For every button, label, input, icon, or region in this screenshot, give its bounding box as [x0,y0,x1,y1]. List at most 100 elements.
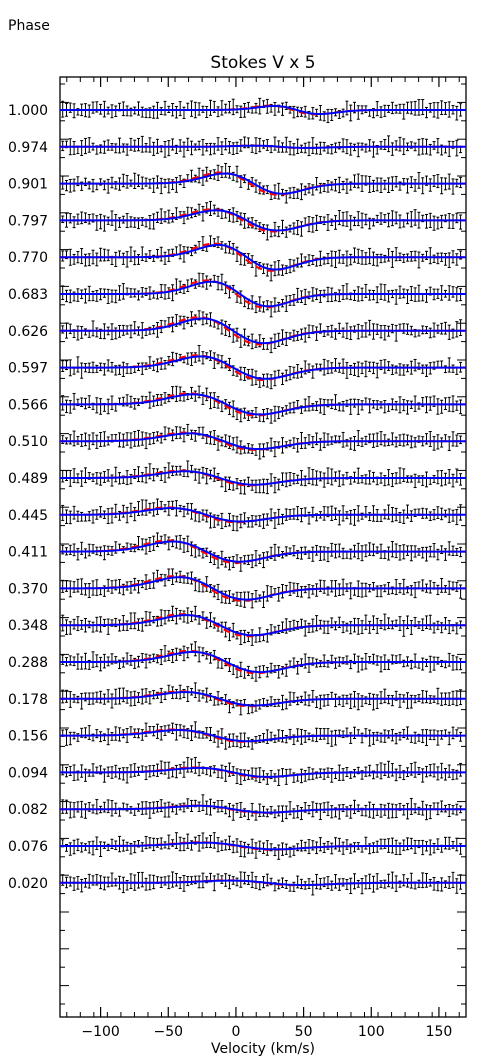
observed-point [303,475,307,487]
observed-point [72,178,76,192]
observed-point [402,468,406,482]
observed-point [284,508,288,521]
observed-point [375,253,379,267]
observed-point [406,323,410,335]
observed-point [197,385,201,399]
observed-point [102,215,106,232]
observed-point [114,327,118,340]
observed-point [61,395,65,411]
observed-point [72,505,76,520]
observed-point [148,463,152,480]
observed-point [379,212,383,225]
observed-point [136,137,140,152]
observed-point [383,179,387,190]
model-solid-line [60,209,466,232]
observed-point [239,290,243,304]
observed-point [231,98,235,116]
observed-point [110,289,114,303]
observed-point [368,398,372,414]
observed-point [178,175,182,186]
observed-point [125,175,129,189]
observed-point [87,511,91,522]
observed-point [273,221,277,237]
observed-point [208,99,212,116]
observed-point [436,252,440,265]
observed-point [451,473,455,488]
observed-point [326,360,330,375]
observed-point [83,328,87,336]
observed-point [352,509,356,526]
observed-point [349,509,353,525]
observed-point [68,323,72,334]
observed-point [246,335,250,347]
observed-point [341,474,345,486]
observed-point [440,322,444,335]
observed-point [80,326,84,339]
observed-point [243,212,247,229]
observed-point [409,101,413,115]
observed-point [208,392,212,410]
observed-point [133,217,137,228]
observed-point [76,288,80,302]
observed-point [273,441,277,458]
observed-point [341,505,345,522]
observed-point [413,250,417,262]
observed-point [167,287,171,299]
observed-point [421,177,425,195]
observed-point [87,104,91,118]
observed-point [159,177,163,195]
observed-point [406,475,410,483]
observed-point [159,284,163,298]
observed-point [91,432,95,446]
observed-point [394,211,398,225]
observed-point [356,361,360,378]
observed-point [447,357,451,373]
observed-point [398,214,402,229]
observed-point [144,499,148,516]
observed-point [106,508,110,525]
observed-point [163,211,167,223]
observed-point [163,426,167,441]
observed-point [356,142,360,158]
observed-point [197,344,201,362]
observed-point [330,181,334,191]
observed-point [352,398,356,408]
observed-point [341,401,345,412]
observed-point [125,432,129,446]
observed-point [334,251,338,269]
observed-point [360,475,364,484]
observed-point [235,246,239,262]
observed-point [125,143,129,156]
observed-point [208,200,212,216]
observed-point [201,206,205,222]
observed-point [292,508,296,520]
observed-point [190,140,194,156]
observed-point [398,467,402,484]
observed-point [114,251,118,267]
observed-point [292,472,296,485]
observed-point [447,252,451,269]
observed-point [459,319,463,337]
observed-point [91,320,95,337]
observed-point [280,102,284,116]
observed-point [269,374,273,390]
observed-point [273,102,277,116]
observed-point [201,426,205,439]
observed-point [440,437,444,448]
observed-point [80,211,84,225]
observed-point [299,290,303,303]
observed-point [356,467,360,484]
model-solid-line [60,280,466,308]
observed-point [254,179,258,193]
observed-point [459,435,463,445]
observed-point [284,472,288,488]
observed-point [99,213,103,230]
observed-point [121,283,125,300]
observed-point [387,135,391,153]
observed-point [383,324,387,341]
observed-point [227,100,231,114]
observed-point [129,137,133,151]
observed-point [288,402,292,414]
observed-point [155,175,159,189]
observed-point [459,214,463,230]
